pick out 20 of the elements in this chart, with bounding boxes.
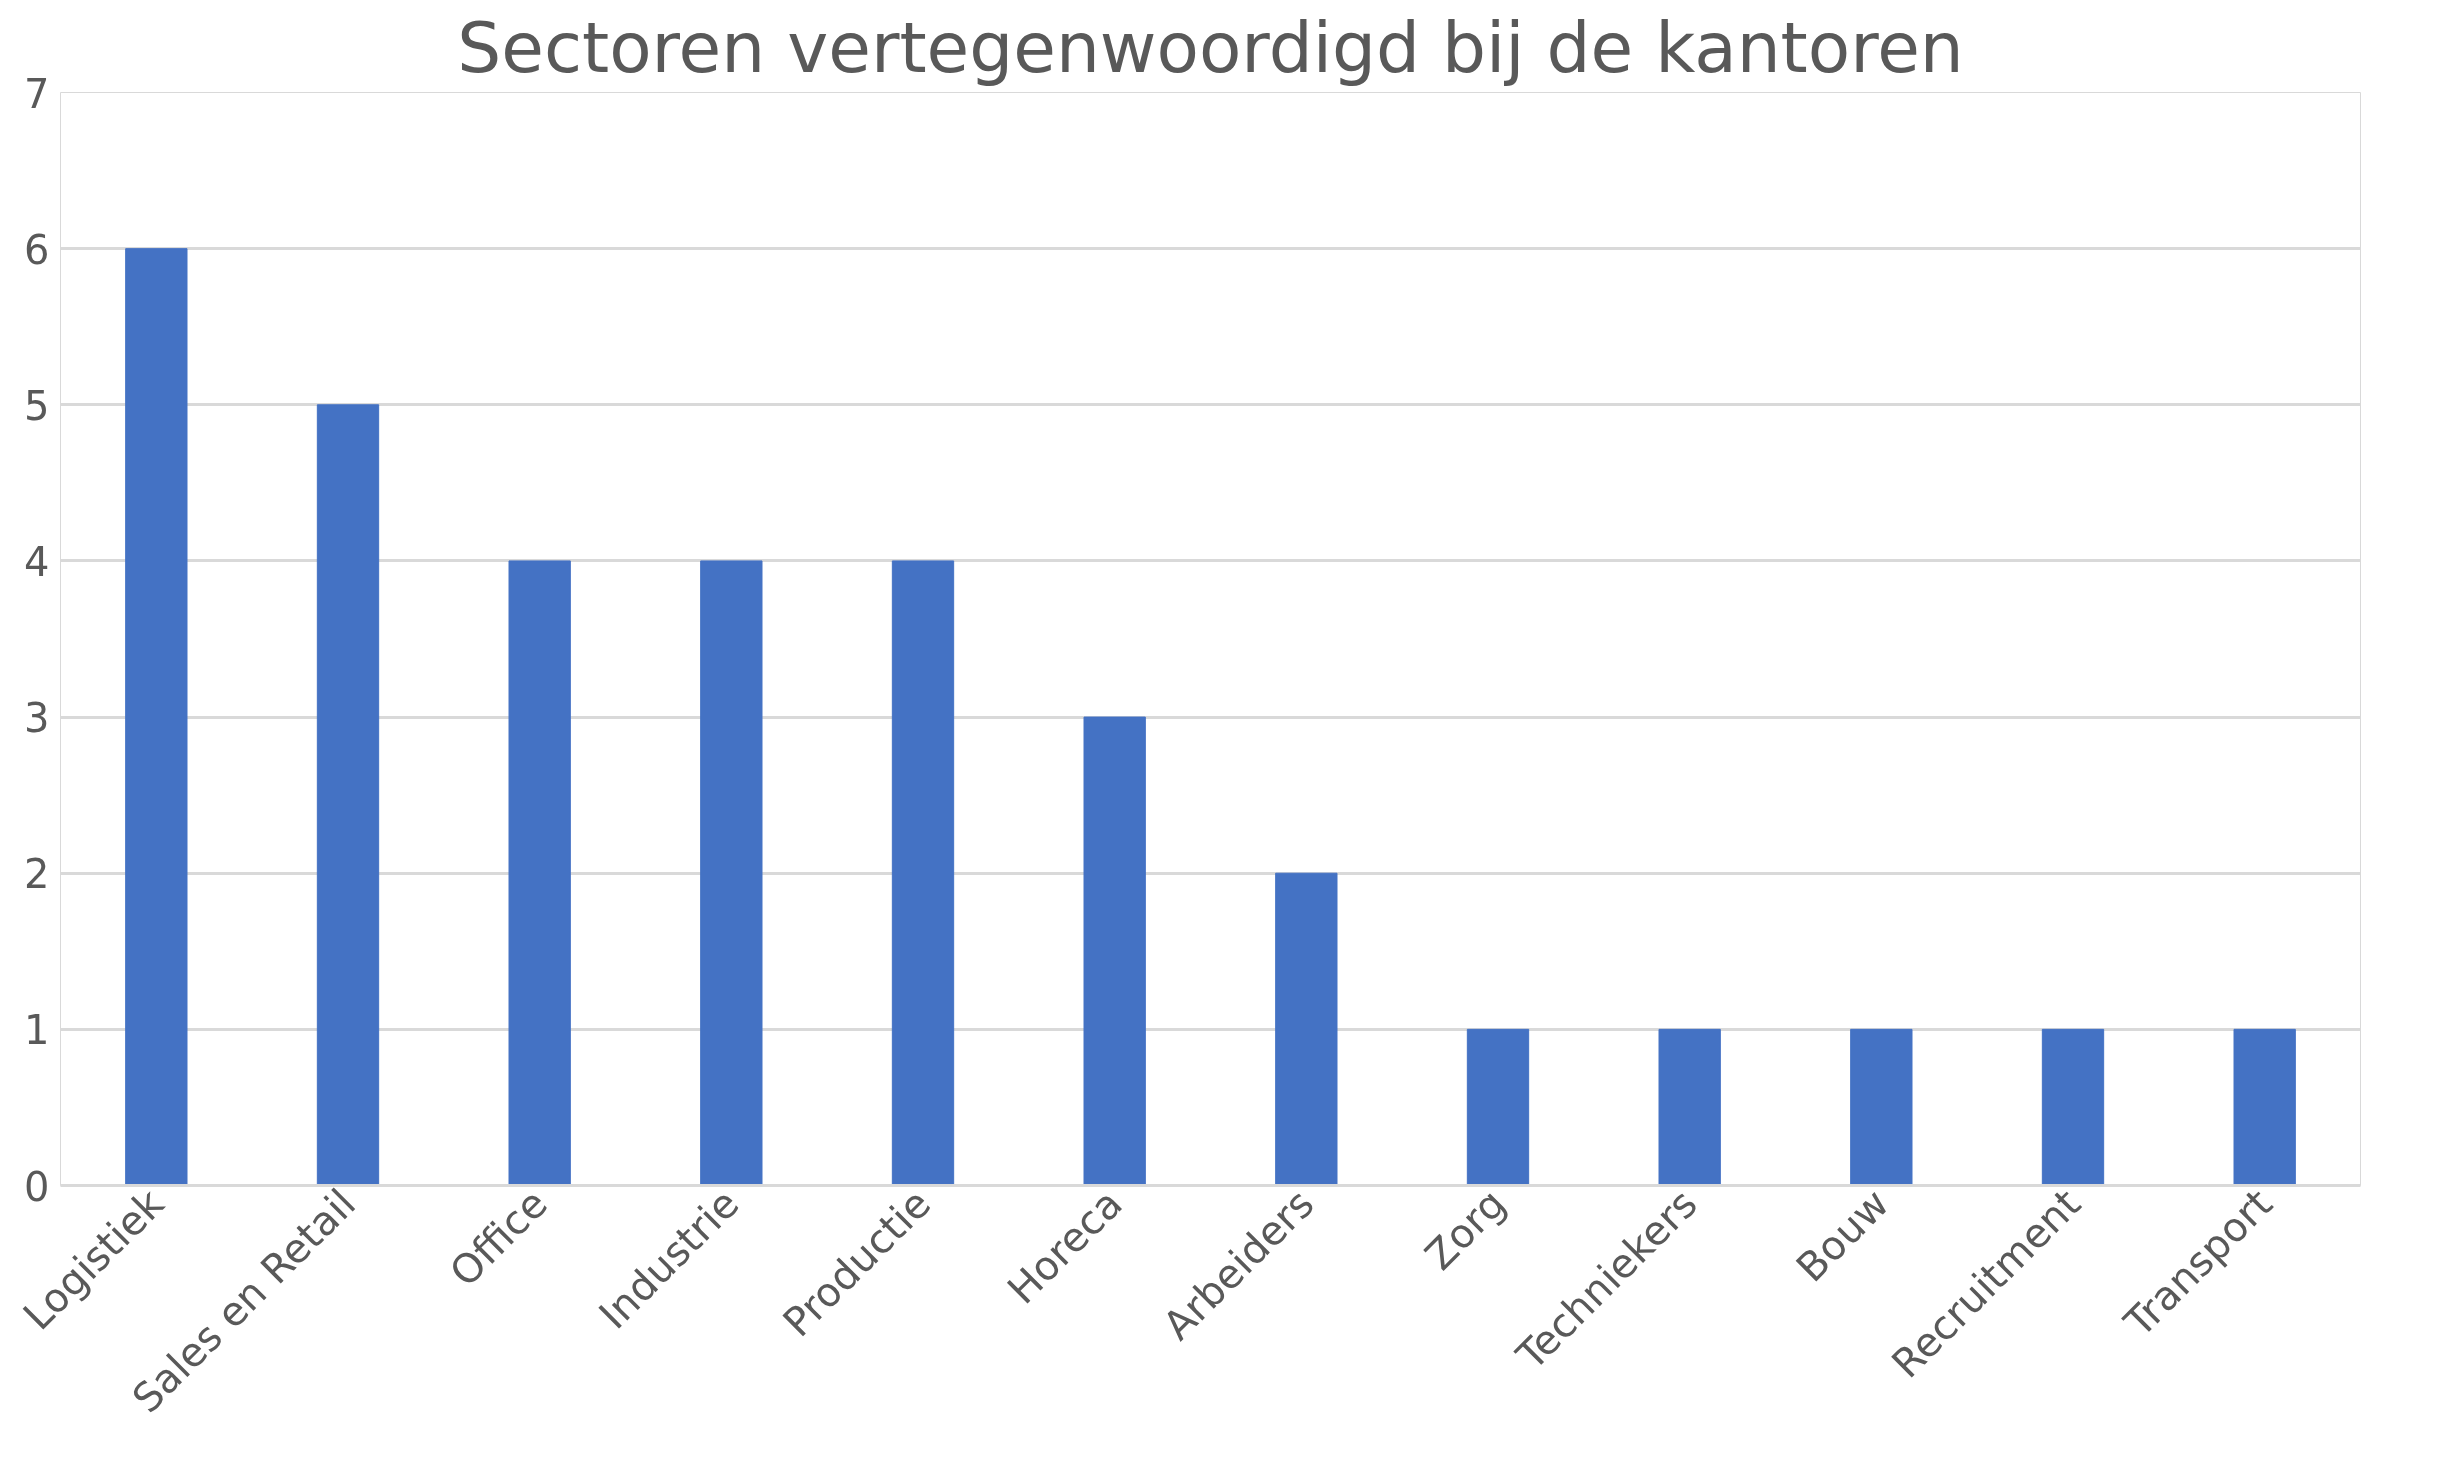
bar <box>700 560 763 1186</box>
bar <box>1083 716 1146 1186</box>
y-tick-label: 5 <box>24 382 50 429</box>
bar <box>125 248 188 1186</box>
bar <box>508 560 571 1186</box>
bar <box>316 404 380 1186</box>
bar <box>1658 1028 1721 1186</box>
y-tick-label: 1 <box>24 1007 50 1054</box>
y-tick-label: 4 <box>24 538 50 585</box>
bar <box>1850 1028 1913 1186</box>
bar <box>891 560 955 1186</box>
bar <box>2041 1028 2105 1186</box>
y-tick-label: 6 <box>24 226 50 273</box>
y-tick-label: 2 <box>24 851 50 898</box>
y-tick-label: 3 <box>24 695 50 742</box>
y-tick-label: 7 <box>24 70 50 117</box>
bar <box>2233 1028 2296 1186</box>
bar <box>1275 872 1338 1186</box>
bar <box>1466 1028 1530 1186</box>
chart-title: Sectoren vertegenwoordigd bij de kantoren <box>457 7 1964 88</box>
